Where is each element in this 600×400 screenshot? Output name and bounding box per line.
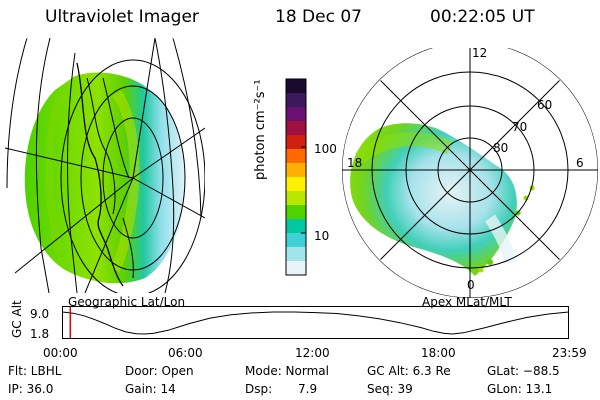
timeline-ytick-9: 9.0: [30, 307, 50, 321]
timeline-xtick-0000: 00:00: [43, 346, 78, 360]
colorbar-band: [286, 177, 306, 192]
colorbar-tick-100: 100: [314, 142, 337, 156]
intensity-colorbar: [285, 78, 307, 276]
colorbar-band: [286, 93, 306, 108]
ip-status: IP: 36.0: [8, 382, 54, 396]
mlat-label-70: 70: [512, 120, 528, 134]
colorbar-tick-10: 10: [314, 229, 330, 243]
colorbar-frame: [285, 78, 307, 276]
colorbar-band: [286, 233, 306, 248]
instrument-title: Ultraviolet Imager: [45, 7, 199, 27]
mlat-label-60: 60: [537, 98, 553, 112]
timeline-xtick-2359: 23:59: [552, 346, 587, 360]
timeline-xtick-1800: 18:00: [421, 346, 456, 360]
colorbar-band: [286, 121, 306, 136]
colorbar-band: [286, 191, 306, 206]
mlt-label-12: 12: [472, 46, 488, 60]
timeline-ytick-1-8: 1.8: [30, 327, 50, 341]
colorbar-unit-label: photon cm⁻²s⁻¹: [253, 79, 268, 180]
time-label: 00:22:05 UT: [430, 7, 535, 27]
aurora-spot: [487, 259, 493, 265]
mlt-label-0: 0: [467, 278, 475, 292]
door-status: Door: Open: [125, 364, 194, 378]
colorbar-band: [286, 107, 306, 122]
gc-alt-status: GC Alt: 6.3 Re: [367, 364, 451, 378]
timeline-xtick-0600: 06:00: [168, 346, 203, 360]
orbit-altitude-timeline: [62, 306, 569, 339]
colorbar-band: [286, 261, 306, 276]
orbit-altitude-curve: [62, 311, 569, 335]
colorbar-band: [286, 205, 306, 220]
timeline-xtick-1200: 12:00: [295, 346, 330, 360]
colorbar-band: [286, 149, 306, 164]
geographic-map: [5, 38, 205, 293]
seq-status: Seq: 39: [367, 382, 413, 396]
right-map-label: Apex MLat/MLT: [422, 295, 512, 309]
uv-emission-region: [24, 72, 186, 284]
colorbar-band: [286, 163, 306, 178]
glat-status: GLat: −88.5: [487, 364, 560, 378]
colorbar-band: [286, 219, 306, 234]
dsp-label: Dsp:: [245, 382, 273, 396]
filter-status: Flt: LBHL: [8, 364, 62, 378]
colorbar-band: [286, 79, 306, 94]
colorbar-band: [286, 247, 306, 262]
auroral-emission-region: [350, 123, 517, 276]
colorbar-band: [286, 135, 306, 150]
polar-map: [342, 48, 598, 298]
mlt-label-18: 18: [347, 156, 363, 170]
mode-status: Mode: Normal: [245, 364, 329, 378]
timeline-ylabel: GC Alt: [10, 300, 24, 338]
mlt-label-6: 6: [576, 156, 584, 170]
aurora-spot: [478, 267, 484, 273]
mlat-label-80: 80: [493, 141, 509, 155]
dsp-value: 7.9: [298, 382, 318, 396]
date-label: 18 Dec 07: [275, 7, 362, 27]
glon-status: GLon: 13.1: [487, 382, 553, 396]
left-map-label: Geographic Lat/Lon: [68, 295, 186, 309]
gain-status: Gain: 14: [125, 382, 176, 396]
